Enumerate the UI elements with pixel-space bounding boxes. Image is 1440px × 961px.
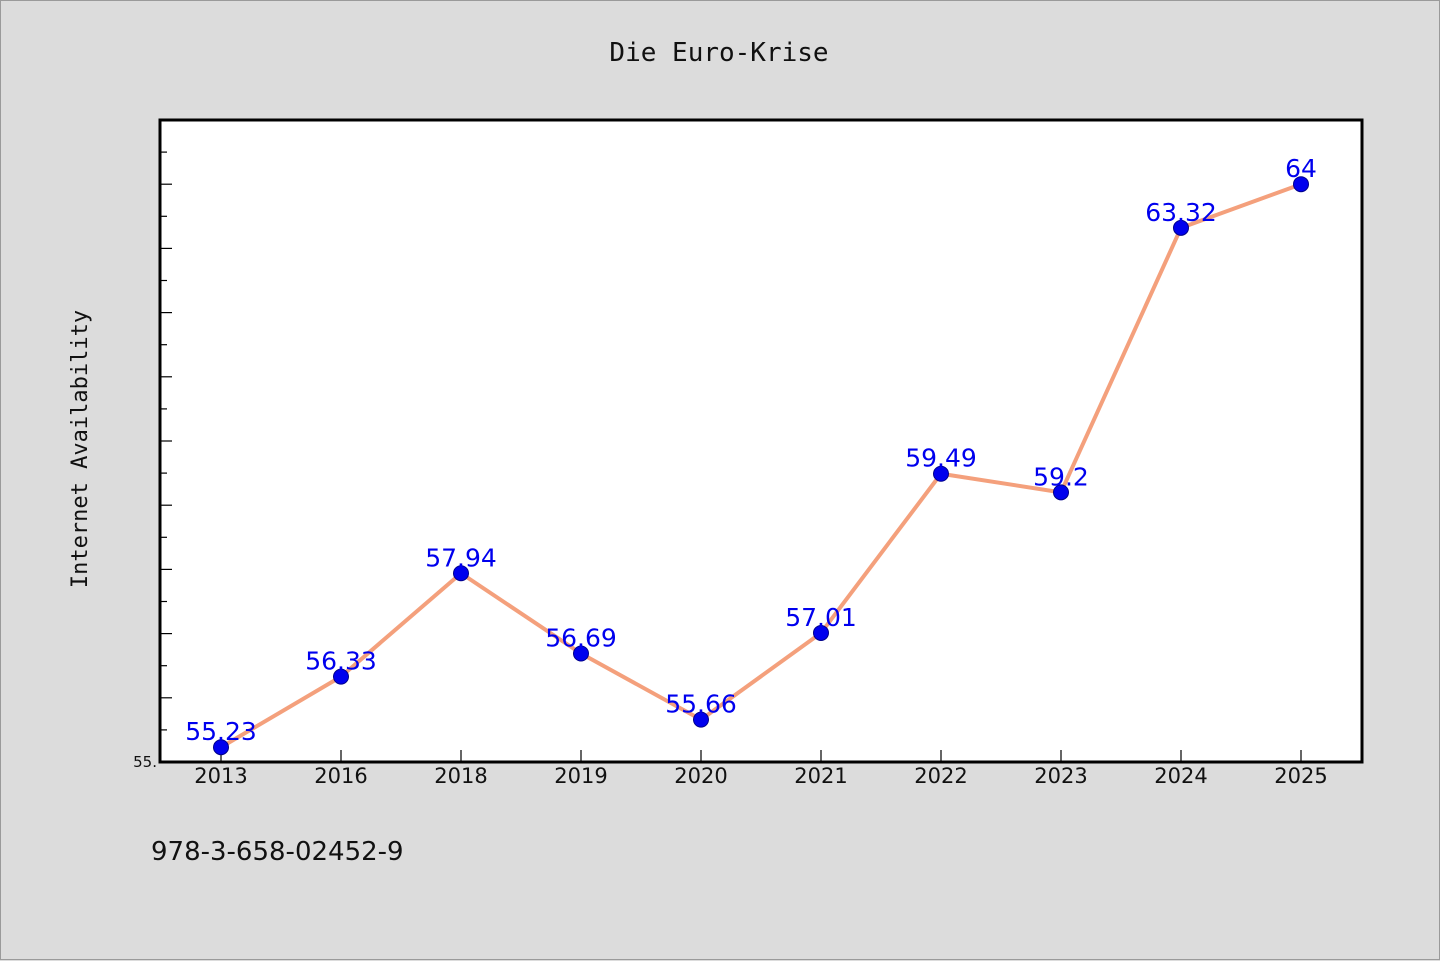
footer-isbn: 978-3-658-02452-9 xyxy=(151,837,404,867)
data-point xyxy=(693,711,709,728)
x-tick-label: 2023 xyxy=(1034,764,1087,788)
data-label: 59.49 xyxy=(905,444,977,473)
x-tick-label: 2021 xyxy=(794,764,847,788)
data-label: 57.94 xyxy=(425,543,497,572)
x-tick-label: 2025 xyxy=(1274,764,1327,788)
x-tick-label: 2024 xyxy=(1154,764,1207,788)
x-tick-label: 2013 xyxy=(194,764,247,788)
x-axis-ticks xyxy=(220,750,1302,762)
data-point xyxy=(213,739,229,756)
data-point xyxy=(573,645,589,662)
data-label: 57.01 xyxy=(785,603,857,632)
data-label: 63.32 xyxy=(1145,198,1217,227)
data-point xyxy=(1293,176,1309,193)
plot-area xyxy=(158,118,1364,764)
series-line-group xyxy=(219,182,1303,750)
y-tick-label: 55. xyxy=(133,753,157,771)
data-point xyxy=(933,465,949,482)
data-point xyxy=(333,668,349,685)
x-axis-tick-labels: 2013 2016 2018 2019 2020 2021 2022 2023 2024 2025 xyxy=(194,764,1327,788)
x-tick-label: 2020 xyxy=(674,764,727,788)
data-labels: 55.23 56.33 57.94 56.69 55.66 57.01 59.49 59.2 6… xyxy=(185,154,1317,746)
data-point xyxy=(1173,219,1189,236)
data-markers xyxy=(213,176,1309,756)
data-point xyxy=(1053,484,1069,501)
data-label: 55.23 xyxy=(185,717,257,746)
data-label: 56.33 xyxy=(305,647,377,676)
x-tick-label: 2016 xyxy=(314,764,367,788)
data-point xyxy=(453,565,469,582)
data-point xyxy=(813,624,829,641)
x-tick-label: 2022 xyxy=(914,764,967,788)
series-line xyxy=(219,182,1303,750)
y-axis-ticks xyxy=(160,151,172,763)
x-tick-label: 2019 xyxy=(554,764,607,788)
x-tick-label: 2018 xyxy=(434,764,487,788)
data-label: 64 xyxy=(1285,154,1317,183)
data-label: 59.2 xyxy=(1033,462,1089,491)
chart-title: Die Euro-Krise xyxy=(609,38,828,68)
y-axis-label: Internet Availability xyxy=(68,310,93,588)
data-label: 56.69 xyxy=(545,624,617,653)
data-label: 55.66 xyxy=(665,690,737,719)
